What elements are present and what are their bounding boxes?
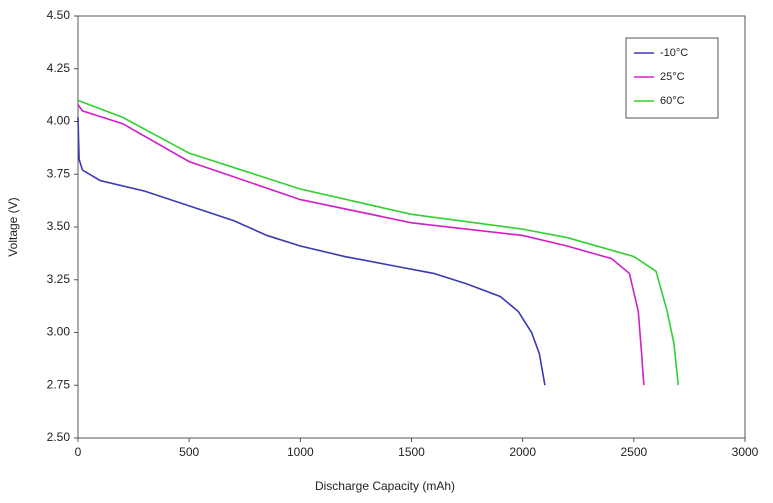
x-tick-label: 3000 <box>732 445 759 459</box>
x-tick-label: 500 <box>179 445 199 459</box>
x-tick-label: 1000 <box>287 445 314 459</box>
y-tick-label: 3.00 <box>47 325 71 339</box>
x-tick-label: 2000 <box>509 445 536 459</box>
y-tick-label: 3.25 <box>47 272 71 286</box>
y-tick-label: 4.25 <box>47 61 71 75</box>
y-tick-label: 2.75 <box>47 377 71 391</box>
y-tick-label: 3.75 <box>47 166 71 180</box>
x-tick-label: 0 <box>75 445 82 459</box>
data-line <box>77 99 680 386</box>
y-tick-label: 4.50 <box>47 8 71 22</box>
y-tick-label: 4.00 <box>47 114 71 128</box>
legend-label: 25°C <box>660 71 685 83</box>
y-tick-label: 2.50 <box>47 430 71 444</box>
y-tick-label: 3.50 <box>47 219 71 233</box>
y-axis-label: Voltage (V) <box>6 197 20 256</box>
x-tick-label: 2500 <box>620 445 647 459</box>
data-line <box>77 117 546 386</box>
x-axis-label: Discharge Capacity (mAh) <box>315 479 455 493</box>
legend-label: -10°C <box>660 47 688 59</box>
data-line <box>77 104 645 386</box>
legend-label: 60°C <box>660 95 685 107</box>
legend-box <box>625 37 719 119</box>
x-tick-label: 1500 <box>398 445 425 459</box>
